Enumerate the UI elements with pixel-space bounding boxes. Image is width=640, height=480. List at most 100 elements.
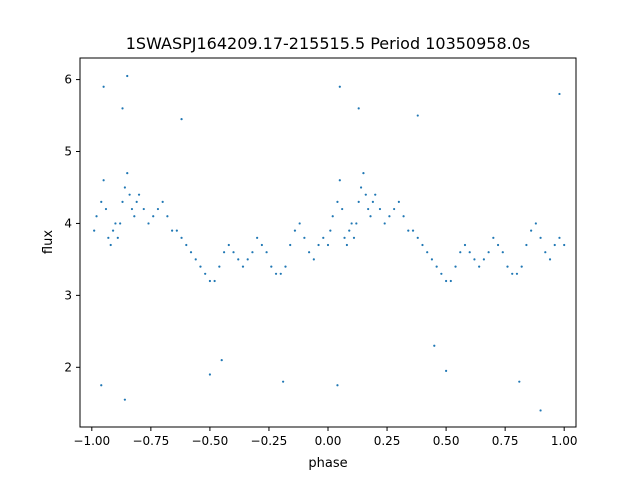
data-point-8 <box>114 222 117 225</box>
data-point-11 <box>121 200 124 203</box>
data-point-105 <box>506 265 509 268</box>
data-point-78 <box>378 207 382 211</box>
data-point-71 <box>359 186 363 189</box>
y-tick-label: 6 <box>64 73 72 87</box>
data-point-100 <box>482 258 485 261</box>
data-point-84 <box>407 229 410 232</box>
data-point-133 <box>518 380 521 383</box>
data-point-69 <box>355 222 358 225</box>
data-point-85 <box>411 229 415 232</box>
data-point-2 <box>100 200 103 203</box>
data-point-77 <box>374 193 377 196</box>
data-point-104 <box>501 251 504 254</box>
x-tick-label: 0.00 <box>315 434 342 448</box>
data-point-97 <box>468 251 471 254</box>
data-point-107 <box>515 272 519 275</box>
y-axis-ticks: 2 3 4 5 6 <box>64 73 80 374</box>
data-point-68 <box>352 236 356 239</box>
data-point-14 <box>128 193 131 196</box>
data-point-23 <box>161 200 164 203</box>
data-point-63 <box>341 207 344 211</box>
data-point-27 <box>180 236 183 239</box>
data-point-16 <box>133 215 136 218</box>
data-point-22 <box>156 207 160 211</box>
data-point-25 <box>171 229 174 232</box>
data-point-91 <box>440 272 443 275</box>
x-tick-label: −0.75 <box>132 434 169 448</box>
data-point-115 <box>553 243 556 247</box>
x-tick-label: −0.50 <box>192 434 229 448</box>
data-point-108 <box>520 265 523 268</box>
data-point-80 <box>388 215 391 218</box>
data-point-19 <box>142 207 145 211</box>
data-point-112 <box>539 236 542 239</box>
chart-title: 1SWASPJ164209.17-215515.5 Period 1035095… <box>126 34 531 53</box>
data-point-4 <box>104 207 108 211</box>
data-point-21 <box>152 215 155 218</box>
x-axis-label: phase <box>308 456 347 471</box>
data-points <box>93 74 566 412</box>
y-tick-label: 5 <box>64 145 72 159</box>
data-point-46 <box>270 265 273 268</box>
data-point-86 <box>416 236 419 239</box>
data-point-94 <box>454 265 457 268</box>
data-point-38 <box>232 251 235 254</box>
data-point-74 <box>367 207 370 211</box>
data-point-45 <box>265 251 268 254</box>
data-point-57 <box>322 236 325 239</box>
data-point-1 <box>95 215 98 218</box>
data-point-111 <box>534 222 537 225</box>
data-point-90 <box>435 265 438 268</box>
data-point-120 <box>338 85 341 88</box>
data-point-18 <box>137 193 141 196</box>
data-point-65 <box>345 243 348 247</box>
data-point-135 <box>433 344 436 347</box>
data-point-117 <box>563 243 566 247</box>
data-point-30 <box>194 258 197 261</box>
x-axis-ticks: −1.00 −0.75 −0.50 −0.25 0.00 0.25 0.50 0.75 1.00 <box>73 427 578 448</box>
data-point-61 <box>336 200 339 203</box>
data-point-50 <box>289 243 292 247</box>
data-point-114 <box>548 258 552 261</box>
data-point-72 <box>362 171 365 175</box>
data-point-17 <box>135 200 138 203</box>
data-point-70 <box>357 200 360 203</box>
data-point-41 <box>246 258 249 261</box>
data-point-35 <box>218 265 221 268</box>
data-point-118 <box>102 85 105 88</box>
y-axis-label: flux <box>41 230 56 254</box>
data-point-37 <box>227 243 230 247</box>
data-point-36 <box>222 251 226 254</box>
data-point-28 <box>185 243 188 247</box>
data-point-49 <box>284 265 287 268</box>
data-point-58 <box>326 243 330 247</box>
y-tick-label: 2 <box>64 360 72 374</box>
data-point-44 <box>260 243 263 247</box>
data-point-113 <box>544 251 547 254</box>
data-point-96 <box>463 243 467 247</box>
data-point-131 <box>445 369 448 372</box>
data-point-93 <box>449 279 452 283</box>
data-point-47 <box>274 272 278 275</box>
data-point-59 <box>329 229 332 232</box>
data-point-52 <box>298 222 301 225</box>
data-point-6 <box>109 243 112 247</box>
data-point-40 <box>241 265 245 268</box>
data-point-128 <box>336 384 339 387</box>
data-point-134 <box>220 359 223 362</box>
data-point-55 <box>312 258 315 261</box>
data-point-76 <box>371 200 374 203</box>
data-point-130 <box>208 373 211 376</box>
data-point-12 <box>123 186 126 189</box>
data-point-62 <box>338 179 341 182</box>
data-point-116 <box>558 236 561 239</box>
data-point-10 <box>119 222 122 225</box>
data-point-73 <box>364 193 367 196</box>
x-tick-label: 0.75 <box>492 434 519 448</box>
data-point-89 <box>430 258 434 261</box>
data-point-127 <box>123 398 126 401</box>
data-point-124 <box>180 118 183 121</box>
data-point-20 <box>147 222 150 225</box>
